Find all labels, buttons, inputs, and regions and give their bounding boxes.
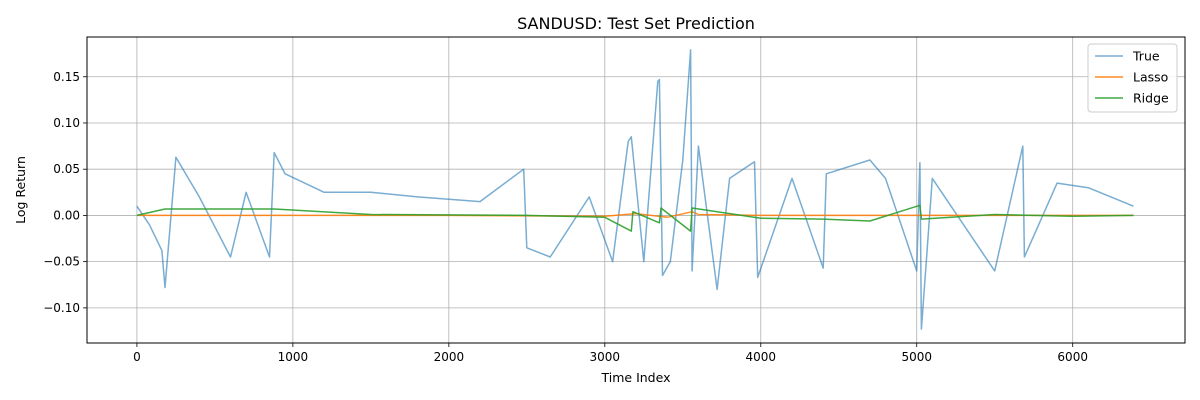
y-tick-label: 0.10 [53,116,80,130]
x-tick-label: 0 [133,350,141,364]
series-line-ridge [136,204,1134,232]
y-tick-label: 0.05 [53,162,80,176]
x-tick-label: 4000 [745,350,776,364]
x-tick-label: 5000 [901,350,932,364]
y-tick-label: −0.05 [43,255,80,269]
x-axis: 0 1000 2000 3000 4000 5000 6000 [133,343,1088,364]
legend-label-ridge: Ridge [1133,91,1169,106]
y-axis: −0.10 −0.05 0.00 0.05 0.10 0.15 [43,70,87,315]
series-line-true [136,49,1134,330]
y-tick-label: −0.10 [43,301,80,315]
y-tick-label: 0.00 [53,208,80,222]
x-axis-title: Time Index [601,370,671,385]
legend-box [1087,43,1178,113]
x-tick-label: 1000 [278,350,309,364]
legend-label-true: True [1132,49,1160,64]
x-tick-label: 6000 [1057,350,1088,364]
x-tick-label: 3000 [590,350,621,364]
y-axis-title: Log Return [13,156,28,224]
legend: True Lasso Ridge [1087,43,1178,113]
y-tick-label: 0.15 [53,70,80,84]
plot-area: 0 1000 2000 3000 4000 5000 6000 −0.10 −0.05 0.00… [43,36,1186,364]
x-tick-label: 2000 [434,350,465,364]
chart-title: SANDUSD: Test Set Prediction [517,14,755,33]
plot-frame [86,36,1186,344]
legend-label-lasso: Lasso [1133,70,1168,85]
series-layer [136,49,1134,330]
